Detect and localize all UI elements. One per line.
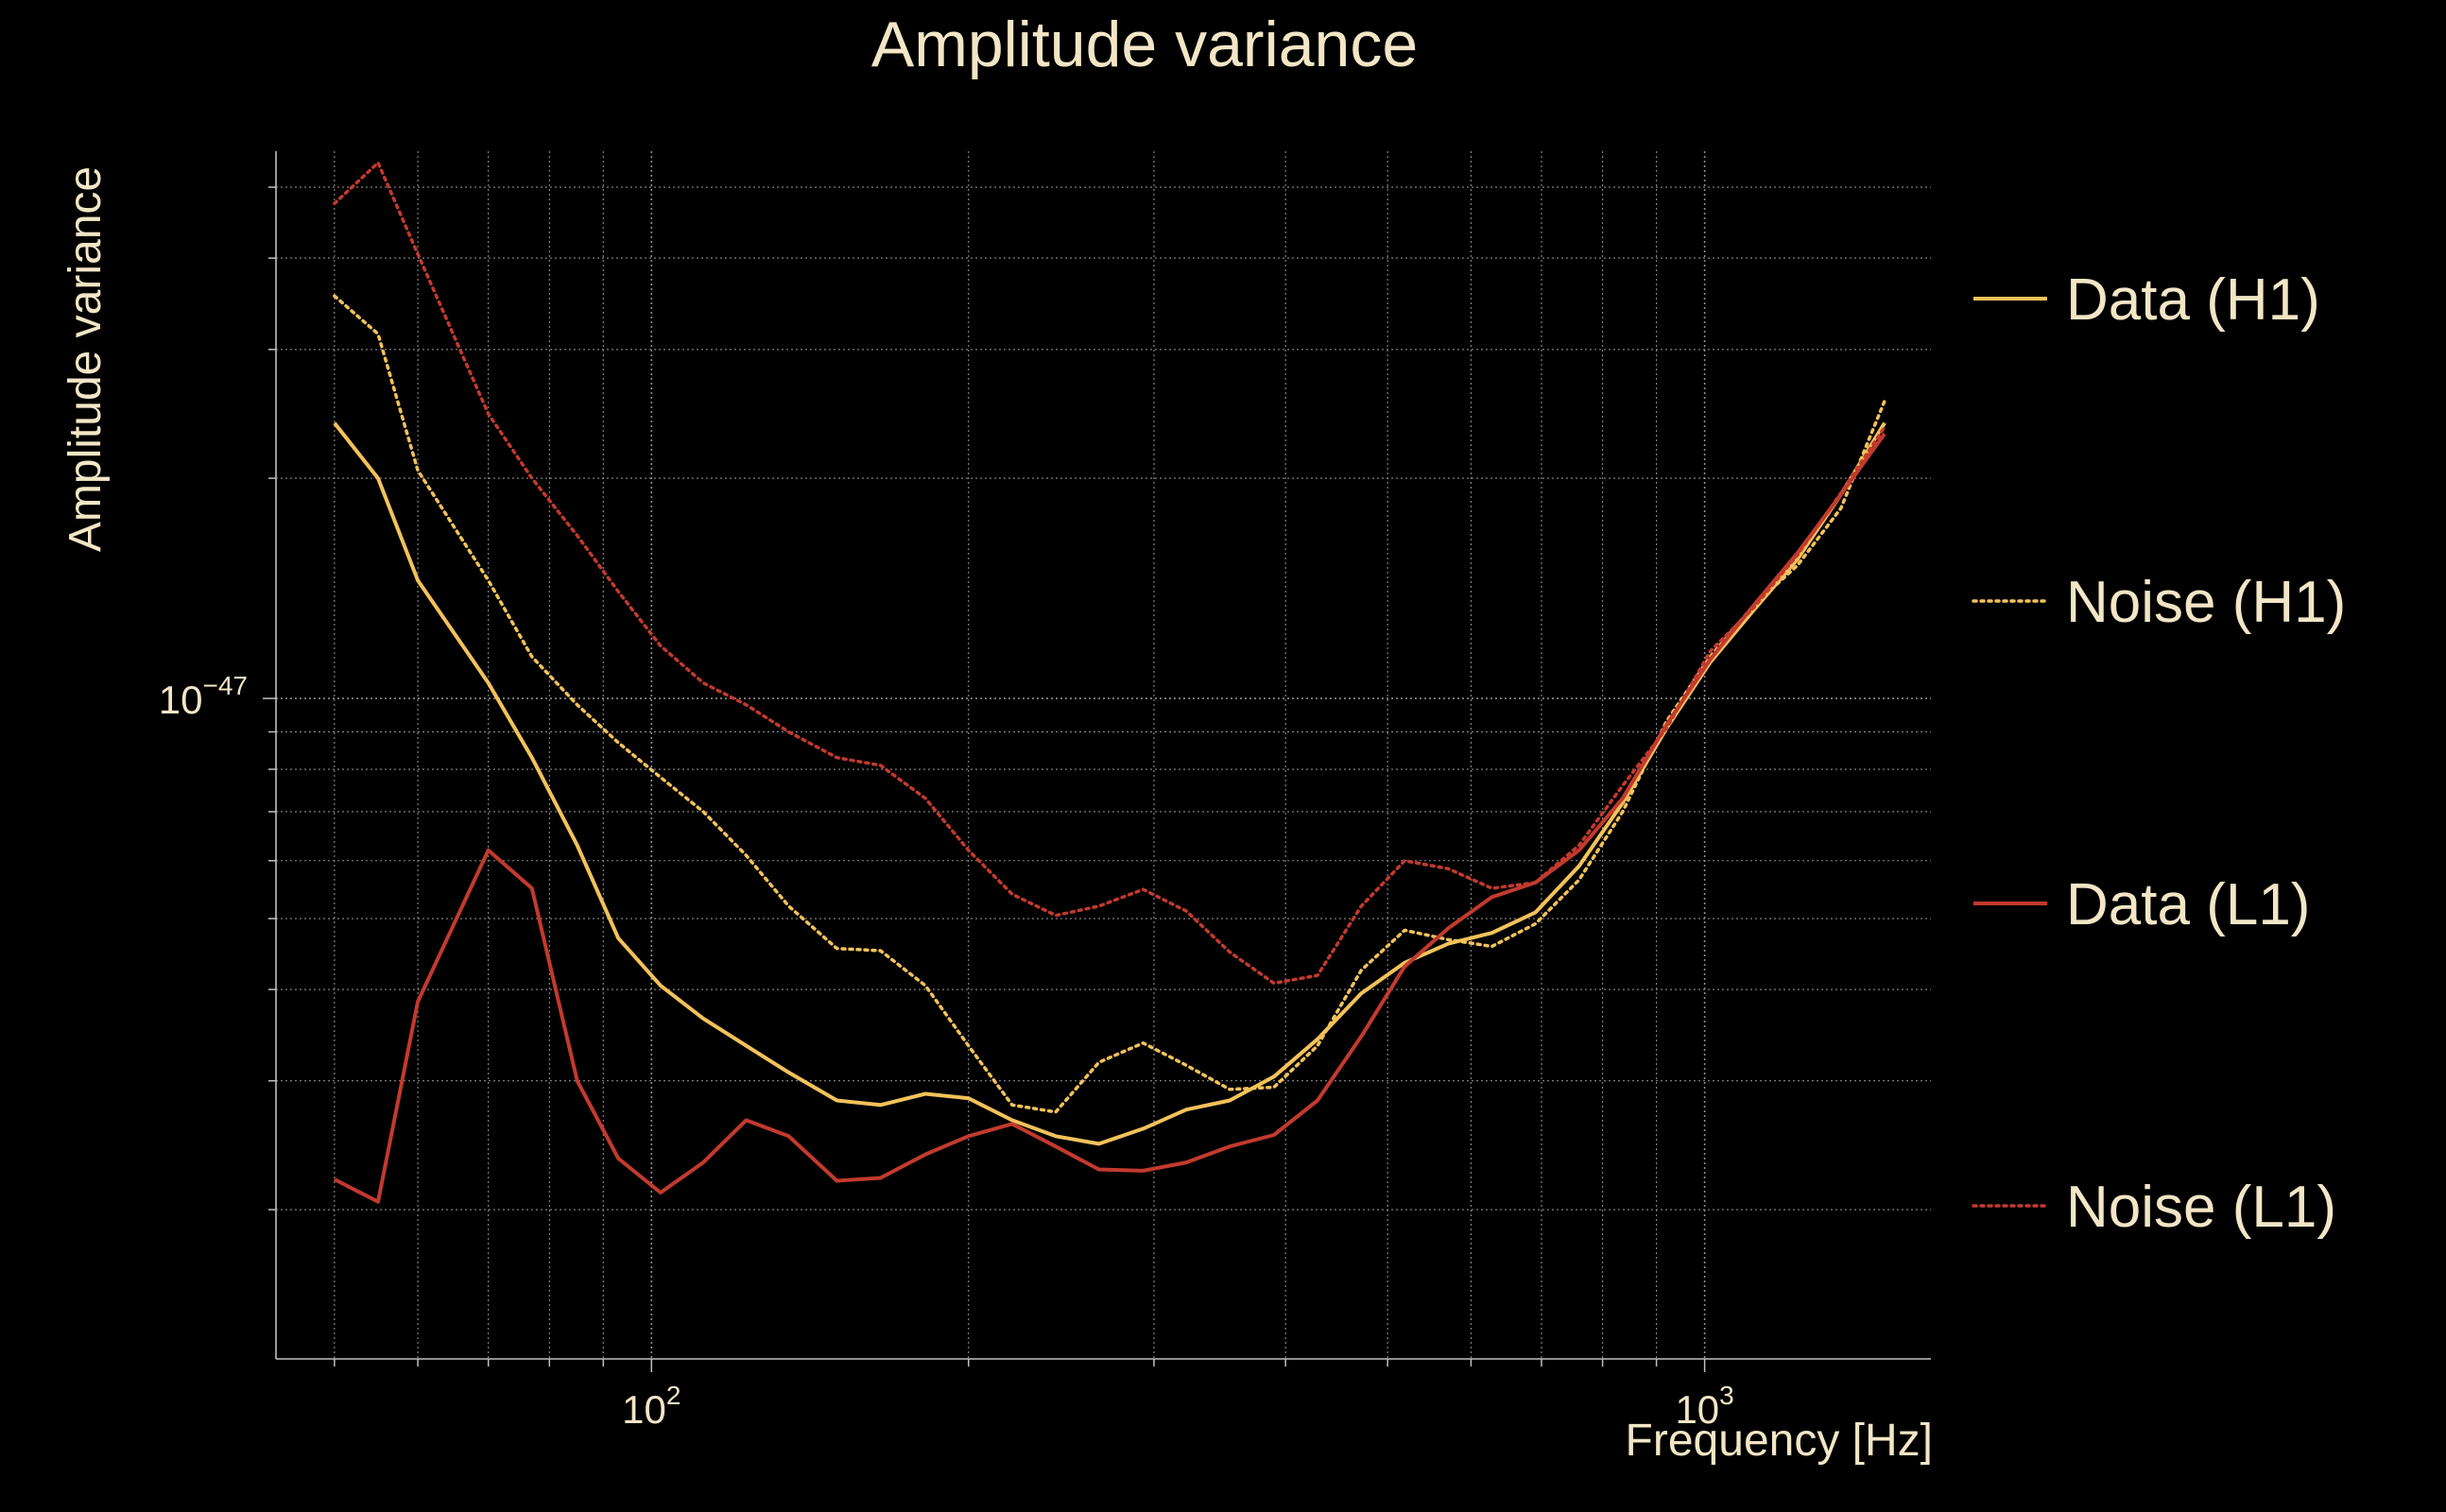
chart-title: Amplitude variance: [871, 9, 1418, 80]
legend-label-0: Data (H1): [2066, 267, 2320, 333]
series-line-0: [333, 421, 1886, 1146]
y-axis-label: Amplitude variance: [60, 166, 111, 552]
series-line-2: [333, 432, 1886, 1204]
legend-label-3: Noise (L1): [2066, 1175, 2336, 1240]
series-line-3: [333, 161, 1886, 986]
legend-label-1: Noise (H1): [2066, 570, 2346, 635]
axes: [263, 151, 1931, 1372]
series-lines: [333, 161, 1886, 1204]
series-line-1: [333, 294, 1886, 1114]
legend: Data (H1) Noise (H1) Data (L1) Noise (L1): [1972, 267, 2346, 1240]
grid: [276, 151, 1931, 1359]
legend-label-2: Data (L1): [2066, 872, 2310, 937]
x-axis-label: Frequency [Hz]: [1626, 1416, 1933, 1466]
